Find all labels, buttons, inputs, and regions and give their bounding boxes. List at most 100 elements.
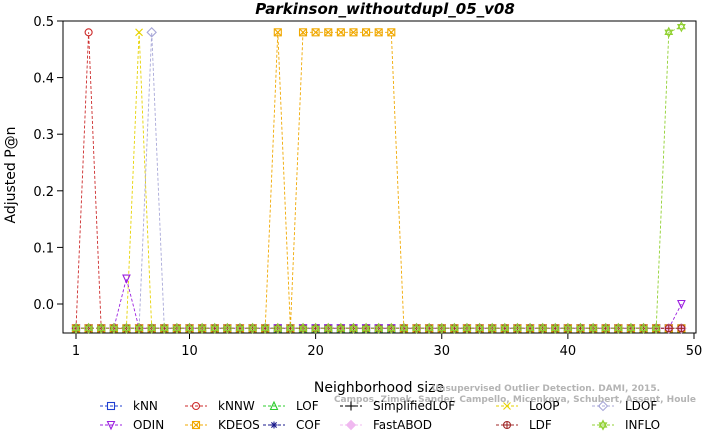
data-point (135, 28, 143, 37)
data-point (513, 322, 522, 335)
data-point (437, 322, 447, 335)
legend-item-loop: LoOP (496, 399, 560, 413)
data-point (298, 322, 308, 335)
data-point (588, 322, 598, 335)
legend-label: LDF (529, 418, 552, 432)
series-line (76, 278, 682, 329)
data-point (146, 27, 157, 38)
x-tick-label: 50 (686, 344, 703, 359)
data-point (676, 20, 686, 33)
data-point (500, 322, 510, 335)
series-line (76, 32, 682, 329)
legend-item-knn: kNN (100, 399, 158, 413)
legend-label: ODIN (133, 418, 164, 432)
data-point (550, 322, 560, 335)
data-point (185, 322, 194, 335)
legend-item-fastabod: FastABOD (340, 418, 432, 432)
data-point (336, 322, 346, 335)
data-point (71, 322, 81, 335)
legend-label: LOF (296, 399, 319, 413)
data-point (362, 28, 371, 37)
data-point (538, 322, 548, 335)
x-tick-label: 20 (307, 344, 324, 359)
plot-frame (62, 20, 697, 334)
legend-item-cof: COF (263, 418, 321, 432)
data-point (613, 322, 623, 335)
data-point (273, 322, 283, 335)
data-point (374, 28, 383, 37)
y-tick-label: 0.0 (33, 298, 54, 313)
legend-label: LDOF (625, 399, 657, 413)
data-point (374, 322, 384, 335)
watermark-line-1: Campos, Zimek, Sander, Campello, Micenko… (334, 395, 696, 405)
y-tick-label: 0.3 (33, 128, 54, 143)
data-point (134, 322, 144, 335)
legend-label: kNNW (218, 399, 255, 413)
x-tick-label: 10 (181, 344, 198, 359)
legend-label: INFLO (625, 418, 660, 432)
x-tick-label: 30 (433, 344, 450, 359)
data-point (260, 322, 270, 335)
series-inflo (71, 20, 686, 335)
data-point (84, 322, 94, 335)
data-point (285, 322, 295, 335)
legend-label: LoOP (529, 399, 560, 413)
data-point (626, 322, 636, 335)
data-point (449, 322, 459, 335)
data-point (651, 322, 661, 335)
legend-item-lof: LOF (263, 399, 319, 413)
data-point (248, 322, 257, 335)
data-point (324, 28, 333, 37)
legend-label: COF (296, 418, 321, 432)
data-point (639, 322, 648, 335)
data-point (210, 322, 220, 335)
legend-item-ldof: LDOF (592, 399, 657, 413)
data-point (311, 322, 321, 335)
series-line (76, 26, 682, 329)
data-point (563, 322, 573, 335)
data-point (96, 322, 106, 335)
y-tick-label: 0.4 (33, 72, 54, 87)
legend: kNN kNNW LOF SimplifiedLOF LoOP LDOF ODIN KDEOS… (100, 399, 660, 432)
data-point (487, 322, 497, 335)
data-point (311, 28, 320, 37)
data-point (664, 26, 674, 38)
data-point (386, 322, 396, 335)
legend-item-knnw: kNNW (185, 399, 255, 413)
data-point (298, 28, 308, 37)
data-point (677, 299, 686, 310)
data-point (664, 324, 673, 333)
data-point (601, 322, 611, 335)
data-point (677, 324, 686, 333)
data-point (273, 28, 282, 37)
data-point (336, 28, 345, 37)
legend-item-inflo: INFLO (592, 418, 660, 432)
legend-item-odin: ODIN (100, 418, 164, 432)
data-point (197, 322, 207, 335)
y-axis-label: Adjusted P@n (3, 126, 19, 223)
data-point (172, 322, 182, 335)
data-point (387, 28, 396, 37)
data-point (147, 322, 157, 335)
legend-label: SimplifiedLOF (373, 399, 455, 413)
legend-label: kNN (133, 399, 158, 413)
x-tick-label: 40 (560, 344, 577, 359)
data-point (84, 28, 93, 37)
watermark-line-2: Unsupervised Outlier Detection. DAMI, 20… (432, 384, 660, 394)
data-point (399, 322, 409, 335)
data-point (349, 28, 358, 37)
series-line (76, 31, 682, 329)
data-point (222, 322, 232, 335)
data-point (349, 322, 358, 335)
data-point (361, 322, 371, 335)
plot-area: 0.0 0.1 0.2 0.3 0.4 0.5 1 10 20 30 40 50 (33, 15, 702, 359)
data-point (424, 322, 434, 335)
series-loop (72, 28, 686, 333)
y-tick-label: 0.1 (33, 241, 54, 256)
series-line (76, 32, 682, 329)
series-kdeos (71, 28, 686, 333)
legend-label: KDEOS (218, 418, 260, 432)
data-point (109, 322, 119, 335)
y-tick-label: 0.2 (33, 185, 54, 200)
legend-item-simplifiedlof: SimplifiedLOF (340, 399, 455, 413)
